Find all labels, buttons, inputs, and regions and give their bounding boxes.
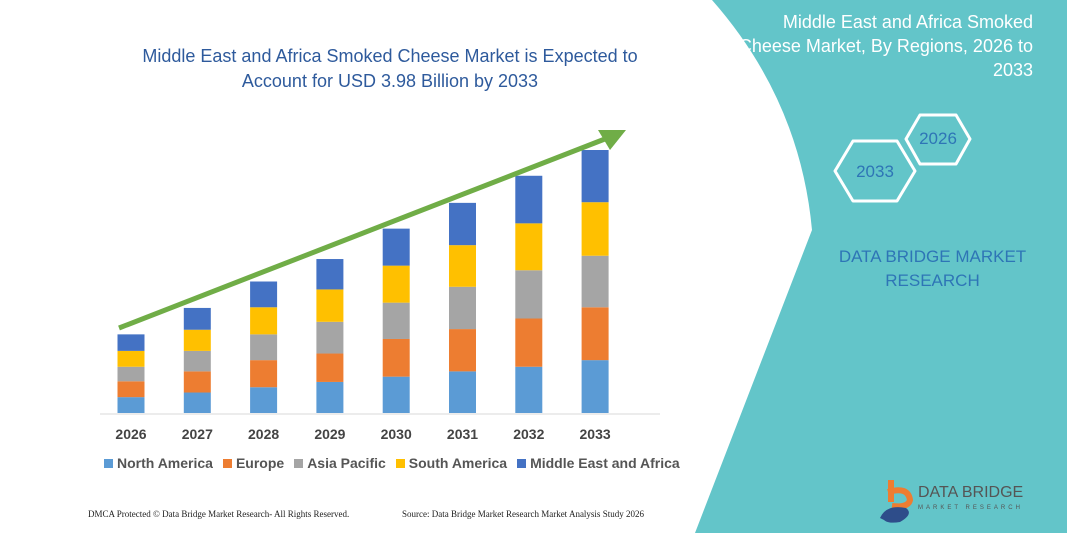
- x-tick-label: 2032: [513, 426, 544, 442]
- chart-title: Middle East and Africa Smoked Cheese Mar…: [142, 46, 638, 91]
- bar-segment: [183, 307, 211, 330]
- logo-name: DATA BRIDGE: [918, 484, 1024, 501]
- legend-swatch: [104, 458, 113, 468]
- trend-arrow: [118, 134, 611, 331]
- bar-segment: [515, 223, 543, 271]
- x-tick-label: 2031: [447, 426, 478, 442]
- bar-segment: [250, 307, 278, 335]
- bar-segment: [581, 202, 609, 256]
- brand-text: DATA BRIDGE MARKET RESEARCH: [838, 247, 1027, 290]
- legend-item: North America: [104, 455, 213, 471]
- bar-segment: [382, 265, 410, 303]
- bar-segment: [581, 150, 609, 203]
- x-tick-label: 2030: [381, 426, 412, 442]
- legend-swatch: [294, 458, 304, 468]
- side-panel-shape: [695, 0, 1067, 533]
- hexagon-icon: [904, 113, 972, 166]
- bar-segment: [515, 318, 543, 367]
- bar-segment: [581, 307, 609, 361]
- bar-segment: [250, 387, 278, 413]
- legend-label: Europe: [235, 455, 285, 471]
- hex-badge-2033: 2033: [832, 138, 918, 204]
- bar-segment: [117, 381, 145, 398]
- bar-segment: [382, 228, 410, 266]
- bar-segment: [449, 286, 476, 330]
- legend-label: South America: [408, 455, 508, 471]
- bar-segment: [515, 270, 543, 319]
- legend-item: Europe: [222, 455, 285, 471]
- bar-segment: [316, 353, 344, 382]
- side-panel-title: Middle East and Africa Smoked Cheese Mar…: [738, 12, 1033, 80]
- bar-segment: [382, 302, 410, 339]
- logo: DATA BRIDGE MARKET RESEARCH: [878, 478, 1023, 529]
- legend-swatch: [222, 458, 232, 468]
- legend-item: Asia Pacific: [294, 455, 386, 471]
- bar-segment: [449, 329, 476, 372]
- legend: North America Europe Asia Pacific South Ame…: [104, 455, 680, 471]
- bar-segment: [382, 338, 410, 377]
- bar-segment: [183, 329, 211, 351]
- bar-segment: [250, 360, 278, 388]
- hex-end-year: 2033: [856, 162, 894, 181]
- source-text: Source: Data Bridge Market Research Mark…: [402, 509, 644, 519]
- bar-segment: [183, 371, 211, 393]
- bar-segment: [515, 175, 543, 224]
- bar-segment: [449, 202, 476, 246]
- bar-segment: [117, 366, 145, 382]
- bar-segment: [382, 376, 410, 413]
- x-tick-label: 2033: [580, 426, 611, 442]
- hex-start-year: 2026: [919, 129, 957, 148]
- bar-segment: [316, 321, 344, 354]
- x-tick-label: 2029: [314, 426, 345, 442]
- bar-segment: [250, 281, 278, 308]
- bar-segment: [581, 360, 609, 413]
- legend-swatch: [395, 458, 405, 468]
- bar-segment: [117, 397, 145, 413]
- bar-segment: [183, 350, 211, 372]
- x-tick-label: 2028: [248, 426, 279, 442]
- legend-label: Asia Pacific: [307, 455, 386, 471]
- logo-tagline: MARKET RESEARCH: [918, 505, 1023, 511]
- x-tick-label: 2026: [115, 426, 146, 442]
- hex-badge-2026: 2026: [903, 112, 973, 167]
- copyright-text: DMCA Protected © Data Bridge Market Rese…: [88, 509, 350, 519]
- trend-arrow-head: [598, 130, 626, 150]
- bar-segment: [515, 366, 543, 413]
- legend-item: South America: [395, 455, 508, 471]
- bar-segment: [449, 245, 476, 287]
- legend-label: North America: [117, 455, 213, 471]
- hexagon-icon: [833, 139, 917, 203]
- bar-segment: [117, 334, 145, 351]
- bar-segment: [117, 350, 145, 367]
- legend-label: Middle East and Africa: [530, 455, 680, 471]
- bar-segment: [316, 381, 344, 413]
- logo-mark-icon: [880, 480, 914, 523]
- legend-item: Middle East and Africa: [517, 455, 680, 471]
- bar-segment: [316, 289, 344, 322]
- x-tick-label: 2027: [182, 426, 213, 442]
- chart-area: 2026 2027 2028 2029 2030 2031 2032 2033: [100, 130, 660, 442]
- bar-segment: [449, 371, 476, 413]
- legend-swatch: [517, 458, 527, 468]
- bar-segment: [316, 259, 344, 290]
- bar-segment: [183, 392, 211, 413]
- bar-segment: [581, 255, 609, 308]
- bar-segment: [250, 334, 278, 361]
